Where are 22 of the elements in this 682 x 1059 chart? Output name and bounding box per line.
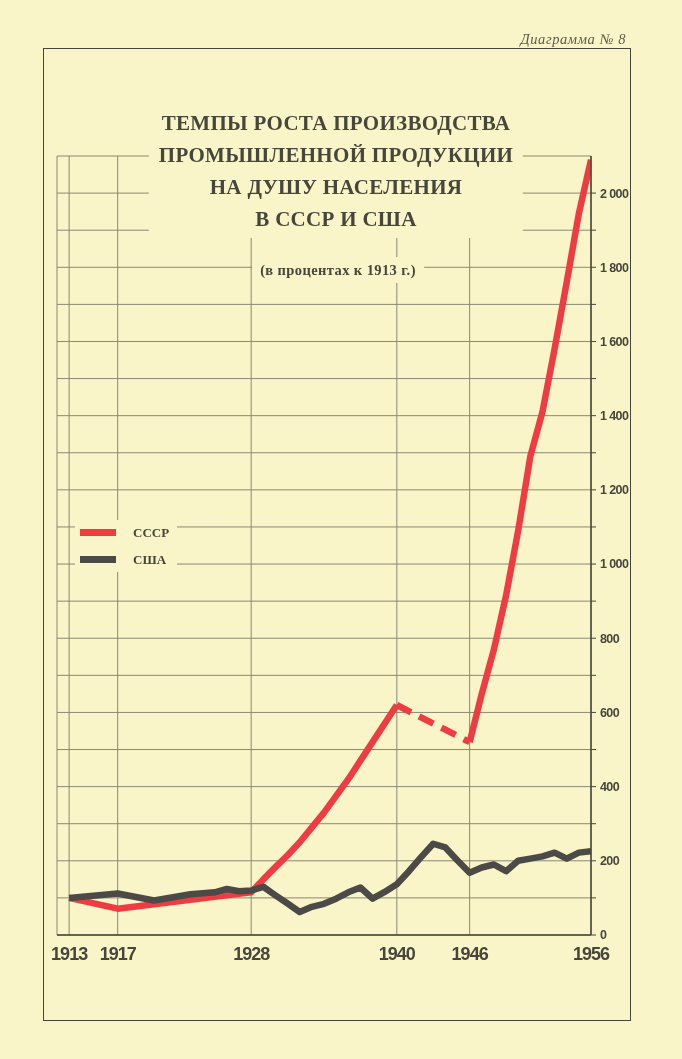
text: Диаграмма № 8: [520, 31, 626, 48]
y-tick-label: 1 200: [600, 483, 629, 498]
text: (в процентах к 1913 г.): [252, 257, 424, 283]
x-tick-label: 1917: [99, 943, 137, 964]
y-tick-label: 2 000: [600, 186, 629, 201]
y-tick-label: 800: [600, 631, 620, 646]
x-tick-label: 1928: [233, 943, 271, 964]
y-tick-label: 200: [600, 854, 620, 869]
legend-label: США: [133, 551, 167, 568]
x-tick-label: 1946: [451, 943, 489, 964]
legend-label: СССР: [133, 524, 170, 541]
y-tick-label: 1 800: [600, 260, 629, 275]
y-tick-label: 0: [600, 928, 607, 943]
x-tick-label: 1913: [51, 943, 89, 964]
y-tick-label: 1 000: [600, 557, 629, 572]
x-tick-label: 1940: [378, 943, 416, 964]
y-tick-label: 1 600: [600, 334, 629, 349]
x-tick-label: 1956: [572, 943, 611, 964]
chart-title: ТЕМПЫ РОСТА ПРОИЗВОДСТВА ПРОМЫШЛЕННОЙ ПРОДУКЦИИ НА ДУШУ НАСЕЛЕНИЯ В СССР И США: [148, 104, 524, 238]
y-tick-label: 600: [600, 705, 620, 720]
y-tick-label: 400: [600, 780, 620, 795]
y-tick-label: 1 400: [600, 409, 629, 424]
